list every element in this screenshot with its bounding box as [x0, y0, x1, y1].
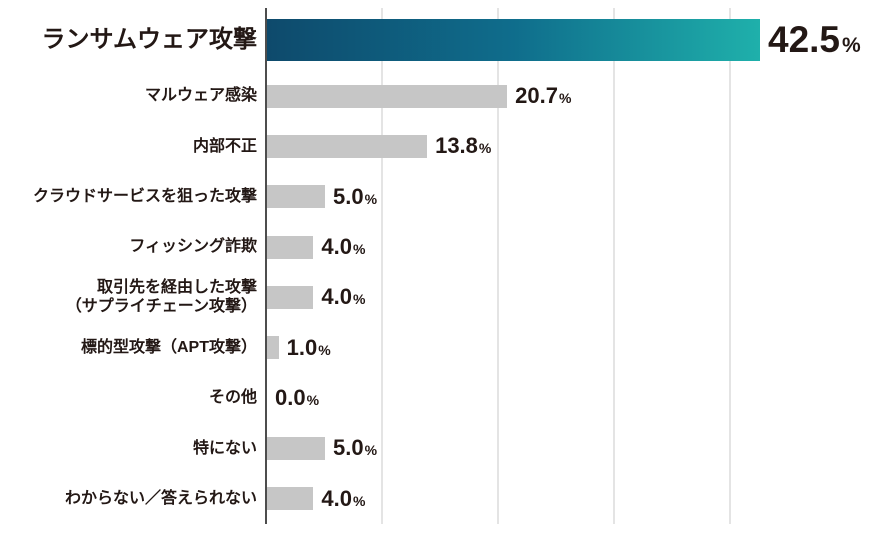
bar-malware	[267, 84, 508, 108]
value-number: 4.0	[321, 284, 352, 310]
percent-sign: %	[318, 341, 331, 358]
bar-cloud-service-attack	[267, 185, 325, 209]
row-other: その他 0.0%	[0, 373, 880, 423]
percent-sign: %	[364, 190, 378, 207]
value-label-phishing: 4.0%	[321, 236, 365, 258]
value-number: 4.0	[321, 234, 352, 260]
row-ransomware: ランサムウェア攻撃 42.5%	[0, 8, 880, 71]
category-label-ransomware: ランサムウェア攻撃	[41, 25, 257, 53]
gridline-40-percent	[729, 8, 731, 524]
value-number: 5.0	[333, 183, 364, 209]
gridline-10-percent	[381, 8, 383, 524]
value-number: 1.0	[286, 334, 318, 360]
category-label-none-in-particular: 特にない	[192, 439, 257, 457]
bar-cell: 13.8%	[267, 134, 491, 158]
value-number: 0.0	[275, 385, 306, 411]
bar-cell: 5.0%	[267, 183, 378, 209]
bar-insider-fraud	[267, 134, 428, 158]
percent-sign: %	[364, 442, 378, 459]
bar-dont-know	[267, 487, 314, 511]
y-axis-line	[265, 8, 267, 524]
row-supply-chain-attack: 取引先を経由した攻撃 （サプライチェーン攻撃） 4.0%	[0, 272, 880, 322]
label-line-2: （サプライチェーン攻撃）	[65, 298, 257, 316]
percent-sign: %	[842, 34, 861, 57]
bar-cell: 4.0%	[267, 285, 365, 309]
bar-none-in-particular	[267, 436, 325, 460]
row-malware: マルウェア感染 20.7%	[0, 71, 880, 121]
bar-cell: 42.5%	[267, 18, 861, 61]
bar-apt-attack	[267, 336, 279, 360]
category-label-apt-attack: 標的型攻撃（APT攻撃）	[80, 339, 257, 357]
category-label-insider-fraud: 内部不正	[192, 137, 257, 155]
row-phishing: フィッシング詐欺 4.0%	[0, 222, 880, 272]
percent-sign: %	[478, 140, 492, 157]
value-number: 5.0	[333, 435, 364, 461]
percent-sign: %	[558, 90, 572, 107]
value-label-insider-fraud: 13.8%	[435, 135, 491, 157]
bar-cell: 4.0%	[267, 485, 366, 511]
value-label-cloud-service-attack: 5.0%	[333, 183, 378, 209]
value-number: 13.8	[435, 133, 478, 159]
bar-cell: 1.0%	[267, 334, 331, 360]
value-label-malware: 20.7%	[515, 85, 571, 107]
category-label-phishing: フィッシング詐欺	[129, 238, 257, 256]
bar-rows: ランサムウェア攻撃 42.5% マルウェア感染 20.7% 内部不正 13.8%…	[0, 8, 880, 524]
category-label-other: その他	[208, 389, 257, 407]
category-label-dont-know: わからない／答えられない	[64, 490, 257, 508]
value-label-other: 0.0%	[275, 387, 319, 409]
bar-cell: 0.0%	[267, 387, 319, 410]
gridline-20-percent	[497, 8, 499, 524]
row-apt-attack: 標的型攻撃（APT攻撃） 1.0%	[0, 323, 880, 373]
value-label-none-in-particular: 5.0%	[333, 437, 377, 459]
value-number: 42.5	[768, 19, 841, 60]
value-label-apt-attack: 1.0%	[286, 334, 331, 360]
bar-cell: 20.7%	[267, 84, 571, 108]
percent-sign: %	[306, 392, 320, 409]
bar-ransomware	[267, 18, 760, 61]
row-insider-fraud: 内部不正 13.8%	[0, 121, 880, 171]
gridline-30-percent	[613, 8, 615, 524]
percent-sign: %	[352, 241, 366, 258]
category-label-malware: マルウェア感染	[144, 87, 257, 105]
bar-phishing	[267, 235, 314, 259]
percent-sign: %	[352, 492, 366, 509]
value-number: 20.7	[515, 83, 558, 109]
value-number: 4.0	[321, 485, 352, 511]
bar-cell: 4.0%	[267, 235, 365, 259]
category-label-cloud-service-attack: クラウドサービスを狙った攻撃	[32, 188, 257, 206]
label-line-1: 取引先を経由した攻撃	[96, 278, 257, 296]
bar-supply-chain-attack	[267, 285, 314, 309]
row-none-in-particular: 特にない 5.0%	[0, 423, 880, 473]
bar-cell: 5.0%	[267, 436, 377, 460]
percent-sign: %	[352, 291, 366, 308]
category-label-supply-chain-attack: 取引先を経由した攻撃 （サプライチェーン攻撃）	[0, 278, 257, 317]
row-cloud-service-attack: クラウドサービスを狙った攻撃 5.0%	[0, 172, 880, 222]
value-label-ransomware: 42.5%	[768, 21, 861, 58]
row-dont-know: わからない／答えられない 4.0%	[0, 474, 880, 524]
value-label-dont-know: 4.0%	[321, 485, 366, 511]
value-label-supply-chain-attack: 4.0%	[321, 286, 365, 308]
